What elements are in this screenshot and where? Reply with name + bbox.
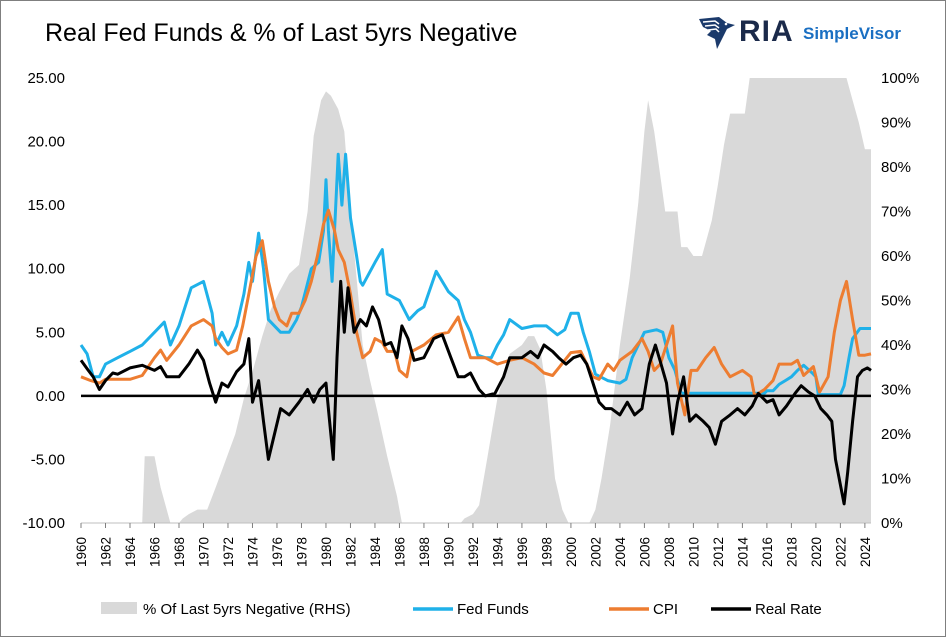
right-tick-label: 20% xyxy=(881,426,911,443)
series-of-last-5yrs-negative-rhs xyxy=(81,78,871,523)
x-tick-label: 2022 xyxy=(833,537,848,567)
right-tick-label: 40% xyxy=(881,337,911,354)
x-tick-label: 1976 xyxy=(270,537,285,567)
x-tick-label: 1984 xyxy=(368,536,383,567)
logo-ria-text: RIA xyxy=(739,15,794,48)
right-tick-label: 70% xyxy=(881,204,911,221)
x-tick-label: 1964 xyxy=(123,536,138,567)
right-tick-label: 80% xyxy=(881,159,911,176)
x-tick-label: 2014 xyxy=(735,536,750,567)
x-tick-label: 1966 xyxy=(147,537,162,567)
x-tick-label: 1982 xyxy=(343,537,358,567)
x-tick-label: 1968 xyxy=(172,537,187,567)
left-tick-label: 15.00 xyxy=(27,197,65,214)
right-tick-label: 100% xyxy=(881,70,919,87)
right-tick-label: 30% xyxy=(881,382,911,399)
left-tick-label: 5.00 xyxy=(36,324,65,341)
x-tick-label: 2002 xyxy=(588,537,603,567)
chart-title: Real Fed Funds & % of Last 5yrs Negative xyxy=(45,19,518,47)
right-tick-label: 0% xyxy=(881,515,903,532)
x-tick-label: 2010 xyxy=(686,537,701,567)
legend-label: Real Rate xyxy=(755,601,822,618)
legend-swatch xyxy=(101,602,137,614)
x-tick-label: 1986 xyxy=(392,537,407,567)
x-tick-label: 2024 xyxy=(858,536,873,567)
axes-layer: 25.00 20.00 15.00 10.00 5.00 0.00 -5.00 -10.00 1… xyxy=(22,70,919,567)
legend-label: % Of Last 5yrs Negative (RHS) xyxy=(143,601,351,618)
legend: % Of Last 5yrs Negative (RHS) Fed Funds CP… xyxy=(101,601,822,618)
left-tick-label: -5.00 xyxy=(31,451,65,468)
x-tick-label: 1998 xyxy=(539,537,554,567)
x-tick-label: 1962 xyxy=(98,537,113,567)
x-tick-label: 1992 xyxy=(466,537,481,567)
right-tick-label: 10% xyxy=(881,471,911,488)
legend-label: CPI xyxy=(653,601,678,618)
left-tick-label: 20.00 xyxy=(27,134,65,151)
left-tick-label: 10.00 xyxy=(27,261,65,278)
legend-label: Fed Funds xyxy=(457,601,529,618)
x-tick-label: 1960 xyxy=(74,537,89,567)
x-tick-label: 1974 xyxy=(245,536,260,567)
logo-simplevisor-text: SimpleVisor xyxy=(803,24,901,43)
x-tick-label: 2018 xyxy=(784,537,799,567)
x-tick-label: 1988 xyxy=(417,537,432,567)
left-tick-label: 25.00 xyxy=(27,70,65,87)
x-tick-label: 2004 xyxy=(613,536,628,567)
x-tick-label: 2000 xyxy=(564,537,579,567)
left-tick-label: -10.00 xyxy=(22,515,65,532)
x-tick-label: 2006 xyxy=(637,537,652,567)
rhs-area-layer xyxy=(81,78,871,523)
right-tick-label: 60% xyxy=(881,248,911,265)
left-tick-label: 0.00 xyxy=(36,388,65,405)
x-tick-label: 2016 xyxy=(760,537,775,567)
x-tick-label: 2012 xyxy=(711,537,726,567)
ria-simplevisor-logo: RIA SimpleVisor xyxy=(697,13,917,55)
x-tick-label: 2008 xyxy=(662,537,677,567)
x-tick-label: 1994 xyxy=(490,536,505,567)
eagle-icon xyxy=(699,17,735,49)
x-tick-label: 1972 xyxy=(221,537,236,567)
right-tick-label: 90% xyxy=(881,115,911,132)
right-tick-label: 50% xyxy=(881,293,911,310)
x-tick-label: 1970 xyxy=(196,537,211,567)
x-tick-label: 1996 xyxy=(515,537,530,567)
x-tick-label: 1990 xyxy=(441,537,456,567)
x-tick-label: 2020 xyxy=(809,537,824,567)
x-tick-label: 1978 xyxy=(294,537,309,567)
series-fed-funds xyxy=(79,152,871,397)
series-cpi xyxy=(80,208,872,417)
x-tick-label: 1980 xyxy=(319,537,334,567)
